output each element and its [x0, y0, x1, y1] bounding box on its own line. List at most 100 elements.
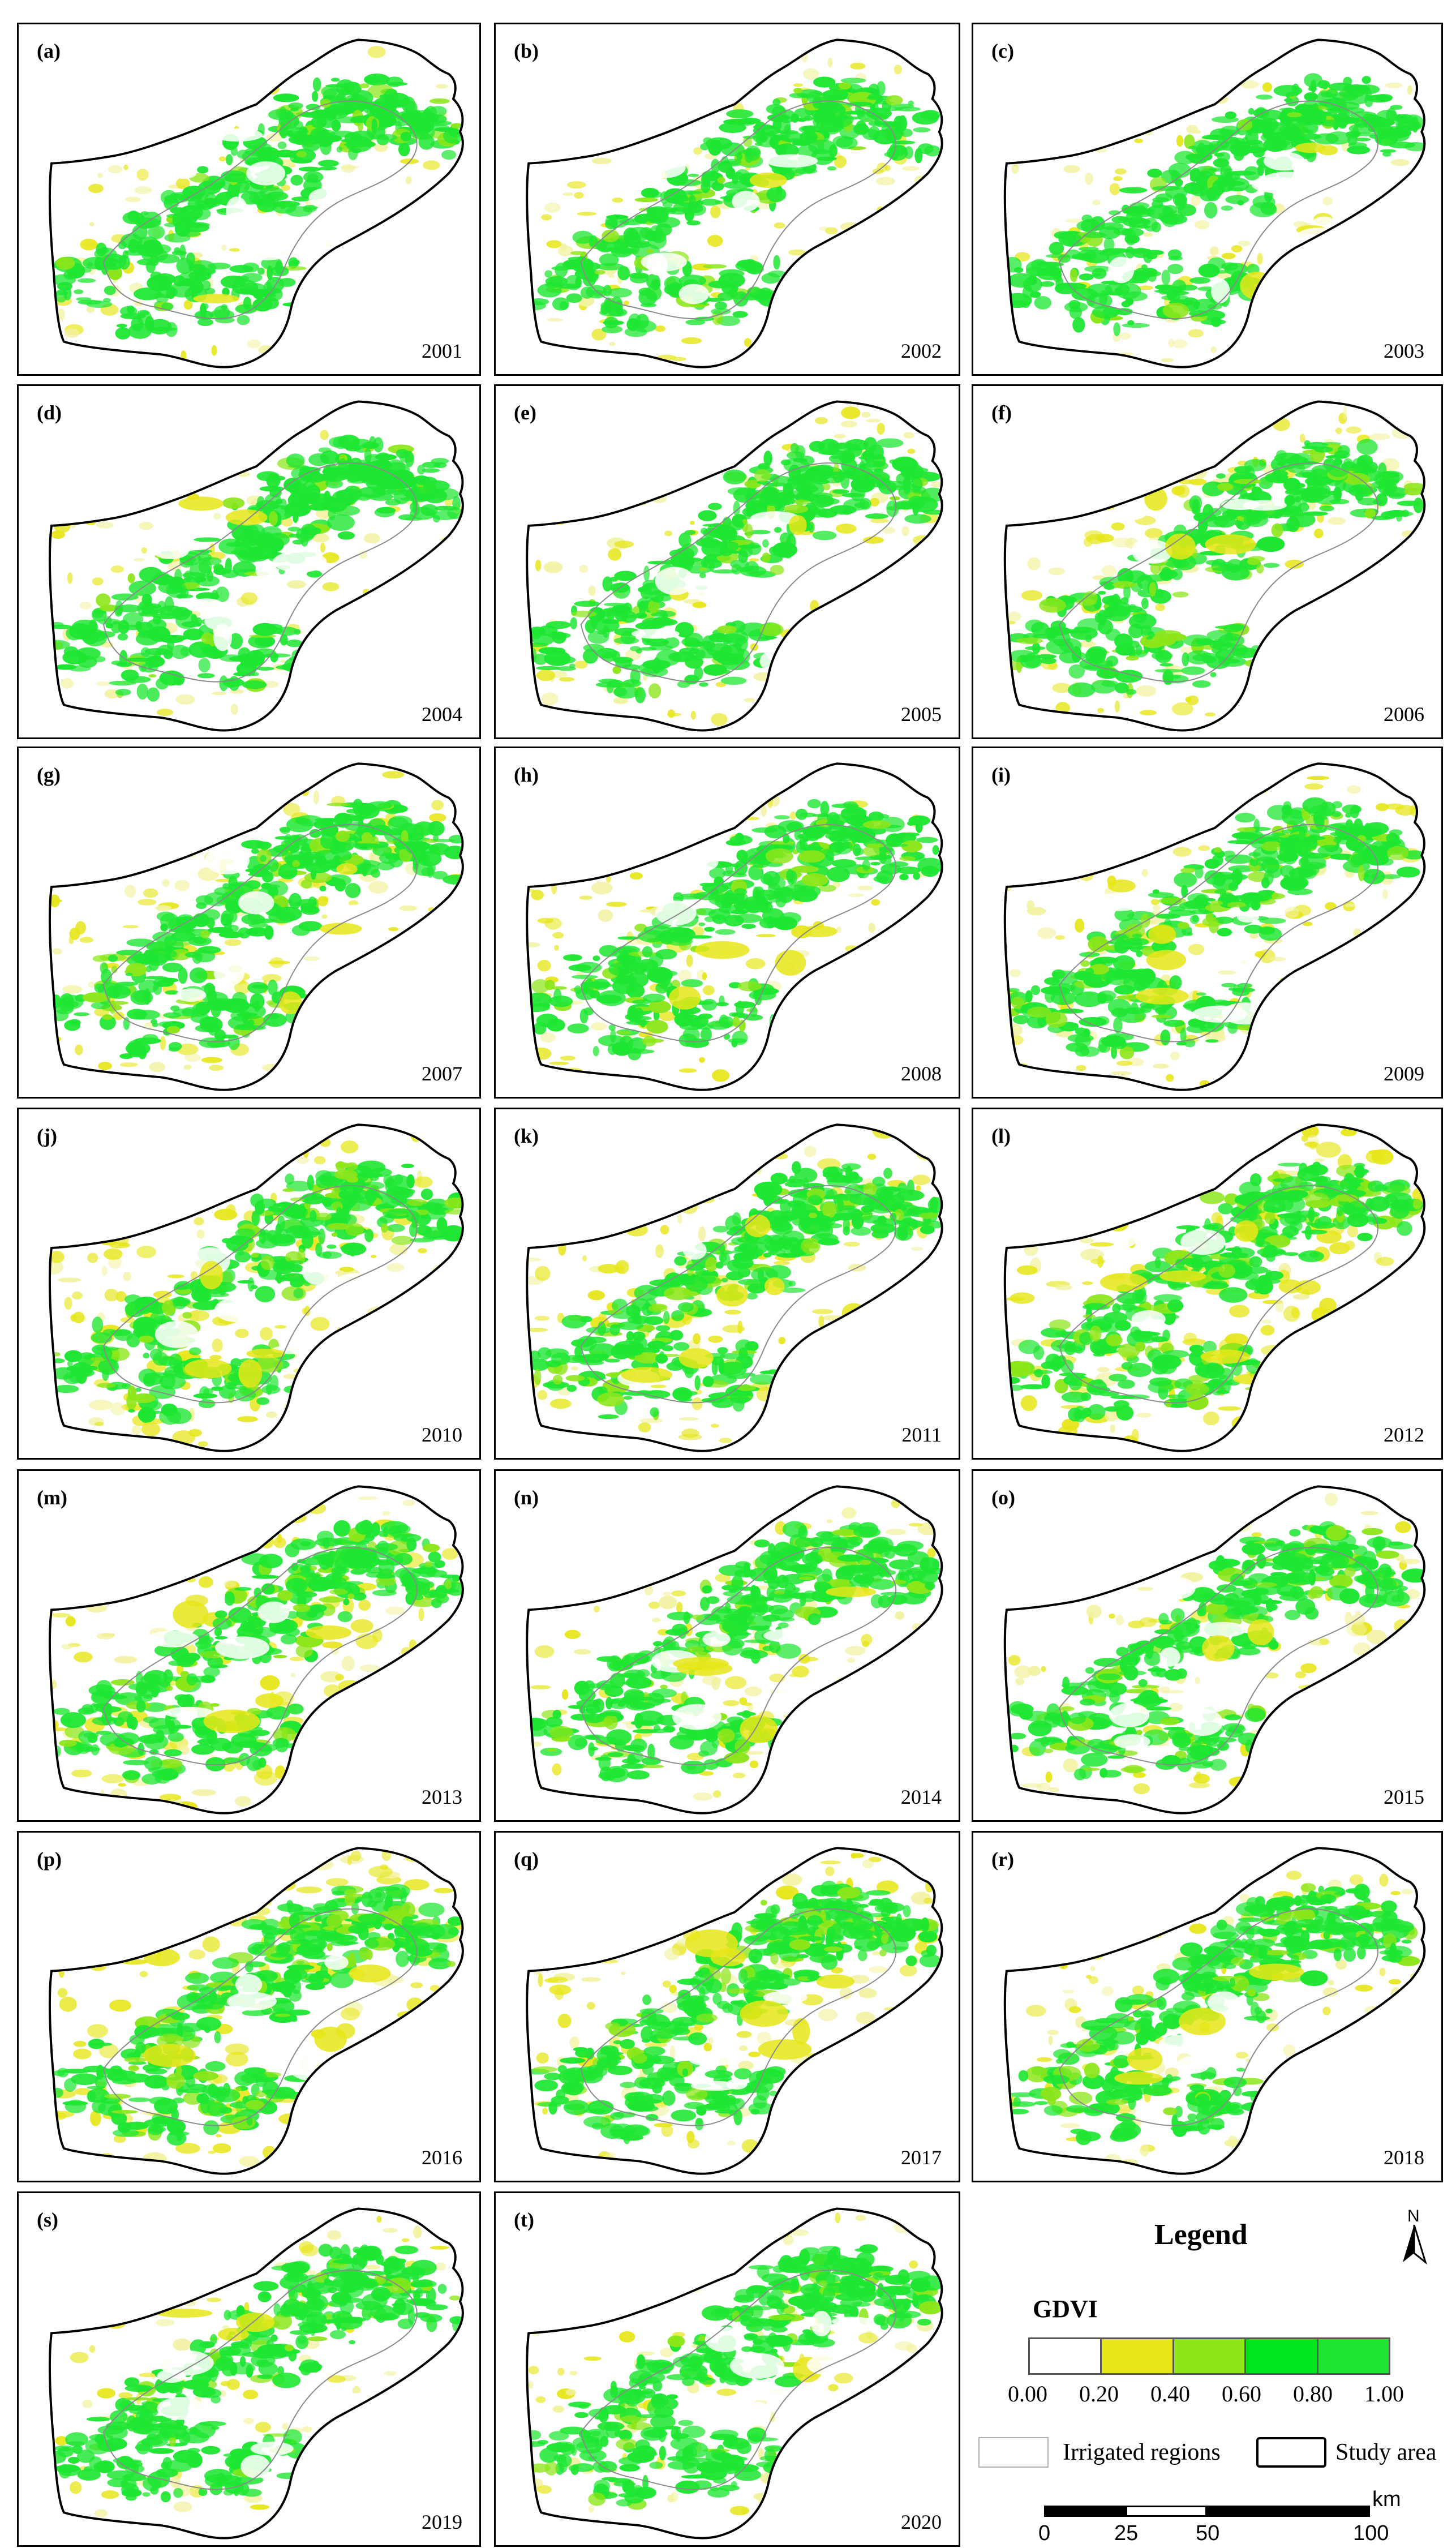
irrigated-region-outline: [102, 824, 418, 1043]
map-panel-2014: (n) 2014: [494, 1469, 960, 1822]
scale-tick: 50: [1196, 2521, 1220, 2545]
map-panel-2013: (m) 2013: [17, 1469, 481, 1822]
map-panel-2005: (e) 2005: [494, 384, 960, 739]
gdvi-map: [49, 38, 464, 368]
study-area-boundary: [49, 762, 464, 1091]
panel-label: (r): [991, 1848, 1014, 1871]
study-area-boundary: [49, 2207, 464, 2540]
panel-label: (l): [991, 1125, 1011, 1147]
map-panel-2004: (d) 2004: [17, 384, 481, 739]
irrigated-region-outline: [1059, 824, 1378, 1043]
panel-year: 2012: [1384, 1423, 1424, 1446]
irrigated-region-outline: [102, 1185, 418, 1404]
irrigated-region-outline: [1059, 1185, 1378, 1404]
irrigated-region-outline: [1059, 1908, 1378, 2126]
gdvi-map: [49, 1485, 464, 1815]
panel-label: (s): [37, 2208, 58, 2231]
map-panel-2017: (q) 2017: [494, 1831, 960, 2182]
panel-year: 2013: [422, 1786, 462, 1808]
panel-year: 2006: [1384, 703, 1424, 726]
scale-tick: 25: [1114, 2521, 1139, 2545]
gdvi-map: [526, 2207, 943, 2540]
panel-label: (q): [514, 1848, 539, 1871]
map-panel-2015: (o) 2015: [972, 1469, 1443, 1822]
study-area-boundary: [1003, 38, 1426, 368]
panel-label: (i): [991, 763, 1011, 786]
gdvi-tick: 1.00: [1364, 2381, 1404, 2407]
study-area-boundary: [1003, 400, 1426, 732]
panel-label: (a): [37, 40, 61, 62]
gdvi-label: GDVI: [1033, 2295, 1098, 2323]
study-area-boundary: [1003, 1485, 1426, 1815]
study-area-boundary: [526, 762, 943, 1091]
gdvi-map: [526, 762, 943, 1091]
map-panel-2020: (t) 2020: [494, 2191, 960, 2547]
gdvi-class-0.20-0.40: [1100, 2339, 1172, 2373]
map-panel-2018: (r) 2018: [972, 1831, 1443, 2182]
gdvi-map: [526, 1847, 943, 2175]
irrigated-region-outline: [102, 100, 418, 320]
gdvi-tick: 0.00: [1008, 2381, 1047, 2407]
gdvi-map: [1003, 1123, 1426, 1452]
gdvi-map: [49, 400, 464, 732]
scale-unit: km: [1372, 2487, 1401, 2511]
study-area-boundary: [49, 1847, 464, 2175]
gdvi-map: [526, 400, 943, 732]
gdvi-class-0.00-0.20: [1030, 2339, 1101, 2373]
irrigated-region-outline: [1059, 100, 1378, 320]
map-panel-2011: (k) 2011: [494, 1108, 960, 1460]
study-area-boundary: [49, 1485, 464, 1815]
map-panel-2019: (s) 2019: [17, 2191, 481, 2547]
panel-label: (b): [514, 40, 539, 62]
scale-tick: 100: [1353, 2521, 1389, 2545]
map-panel-2016: (p) 2016: [17, 1831, 481, 2182]
gdvi-tick: 0.20: [1079, 2381, 1119, 2407]
study-area-boundary: [526, 2207, 943, 2540]
legend-title: Legend: [1154, 2219, 1248, 2251]
panel-year: 2010: [422, 1423, 462, 1446]
panel-year: 2009: [1384, 1062, 1424, 1085]
panel-label: (c): [991, 40, 1014, 62]
irrigated-region-outline: [580, 824, 897, 1043]
panel-label: (g): [37, 763, 61, 786]
gdvi-class-0.80-1.00: [1316, 2339, 1389, 2373]
map-panel-2012: (l) 2012: [972, 1108, 1443, 1460]
panel-year: 2004: [422, 703, 462, 726]
panel-label: (d): [37, 401, 62, 424]
panel-year: 2015: [1384, 1786, 1424, 1808]
panel-label: (h): [514, 763, 539, 786]
irrigated-region-outline: [580, 462, 897, 683]
gdvi-map: [49, 2207, 464, 2540]
map-panel-2008: (h) 2008: [494, 747, 960, 1099]
irrigated-region-outline: [580, 1185, 897, 1404]
irrigated-region-outline: [102, 2270, 418, 2490]
map-panel-2009: (i) 2009: [972, 747, 1443, 1099]
study-area-boundary: [526, 1485, 943, 1815]
study-area-boundary: [49, 400, 464, 732]
study-area-boundary: [526, 400, 943, 732]
gdvi-class-0.40-0.60: [1172, 2339, 1245, 2373]
panel-year: 2001: [422, 340, 462, 362]
panel-label: (k): [514, 1125, 539, 1147]
panel-year: 2020: [901, 2511, 942, 2533]
panel-year: 2018: [1384, 2146, 1424, 2169]
study-area-boundary: [1003, 1847, 1426, 2175]
study-area-boundary: [526, 1847, 943, 2175]
study-area-label: Study area: [1335, 2439, 1437, 2465]
irrigated-label: Irrigated regions: [1063, 2439, 1221, 2465]
irrigated-region-outline: [580, 2270, 897, 2490]
map-panel-2003: (c) 2003: [972, 23, 1443, 376]
gdvi-map: [526, 38, 943, 368]
gdvi-map: [49, 762, 464, 1091]
study-area-boundary: [526, 38, 943, 368]
panel-year: 2008: [901, 1062, 942, 1085]
irrigated-swatch: [978, 2437, 1049, 2468]
panel-label: (e): [514, 401, 536, 424]
gdvi-map: [49, 1123, 464, 1452]
panel-year: 2017: [901, 2146, 942, 2169]
irrigated-region-outline: [580, 1908, 897, 2126]
panel-year: 2019: [422, 2511, 462, 2533]
irrigated-region-outline: [1059, 462, 1378, 683]
panel-year: 2014: [901, 1786, 942, 1808]
study-area-boundary: [1003, 1123, 1426, 1452]
